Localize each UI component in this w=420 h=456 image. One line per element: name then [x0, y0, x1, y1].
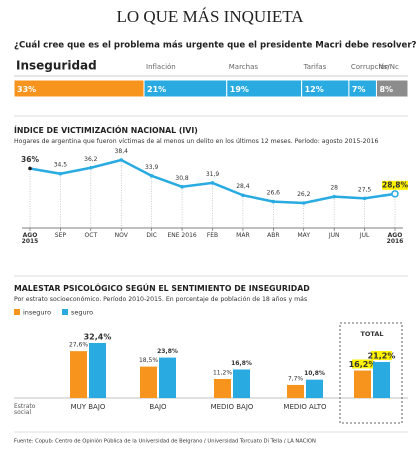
value-label: 28,8%: [382, 180, 409, 189]
point: [58, 171, 63, 176]
x-tick-label: MAR: [236, 232, 250, 239]
value-label: 7%: [352, 85, 366, 94]
x-tick-label: MEDIO ALTO: [283, 403, 327, 411]
point: [241, 193, 245, 198]
x-axis-label: Estrato social: [14, 403, 36, 417]
value-label: 31,9: [206, 171, 220, 178]
x-tick-label: OCT: [84, 232, 98, 239]
bar: [214, 378, 231, 398]
bar: [140, 366, 157, 398]
value-label: 36,2: [84, 156, 98, 163]
point: [89, 165, 93, 170]
highlight: [382, 180, 408, 190]
legend-swatch: [62, 309, 68, 315]
value-label: 23,8%: [157, 348, 178, 355]
highlight: [352, 359, 373, 369]
x-tick-label: TOTAL: [360, 330, 384, 338]
value-label: 33,9: [145, 164, 159, 171]
point: [119, 158, 124, 162]
x-tick-label: FEB: [206, 232, 219, 239]
x-tick-label: AGO 2015: [21, 232, 39, 246]
bar-segment: [375, 79, 409, 98]
value-label: 11,2%: [213, 369, 232, 376]
point: [362, 196, 367, 201]
value-label: 32,4%: [84, 333, 112, 342]
page-title: LO QUE MÁS INQUIETA: [116, 7, 304, 26]
value-label: 36%: [21, 155, 39, 164]
point: [210, 181, 215, 185]
point: [391, 190, 399, 198]
value-label: 27,6%: [69, 342, 88, 349]
bar: [373, 362, 390, 398]
value-label: 10,8%: [304, 370, 325, 377]
section-title: MALESTAR PSICOLÓGICO SEGÚN EL SENTIMIENT…: [14, 284, 310, 293]
point: [180, 184, 184, 189]
value-label: 27,5: [358, 186, 372, 193]
value-label: 16,8%: [231, 360, 252, 367]
bar: [306, 379, 323, 398]
value-label: 19%: [230, 85, 249, 94]
value-label: 26,6: [267, 190, 281, 197]
x-tick-label: MUY BAJO: [70, 403, 106, 411]
question: ¿Cuál cree que es el problema más urgent…: [14, 41, 417, 51]
x-tick-label: ENE 2016: [167, 232, 197, 239]
bar: [354, 370, 371, 398]
bar: [159, 357, 176, 398]
legend-label: seguro: [71, 309, 93, 317]
x-tick-label: AGO 2016: [386, 232, 404, 246]
bar: [287, 384, 304, 398]
section-title: ÍNDICE DE VICTIMIZACIÓN NACIONAL (IVI): [14, 126, 198, 135]
category-label: Marchas: [229, 63, 259, 71]
x-tick-label: DIC: [146, 232, 157, 239]
category-label: Corrupción: [351, 63, 389, 71]
category-label: Inflación: [146, 63, 176, 71]
category-label: Tarifas: [303, 63, 327, 71]
value-label: 30,8: [175, 175, 189, 182]
value-label: 12%: [305, 85, 324, 94]
value-label: 8%: [379, 85, 393, 94]
value-label: 26,2: [297, 191, 311, 198]
value-label: 16,2%: [349, 360, 377, 369]
x-tick-label: JUN: [328, 232, 340, 239]
point: [332, 194, 336, 199]
x-tick-label: SEP: [54, 232, 67, 239]
bar: [233, 369, 250, 398]
value-label: 18,5%: [139, 357, 158, 364]
section-subtitle: Por estrato socioeconómico. Período 2010…: [14, 295, 307, 303]
value-label: 34,5: [54, 162, 68, 169]
bar: [70, 351, 87, 398]
point: [28, 166, 32, 171]
bar: [89, 343, 106, 398]
section-subtitle: Hogares de argentina que fueron víctimas…: [14, 137, 378, 145]
category-label: Inseguridad: [16, 59, 97, 73]
point: [271, 199, 276, 204]
legend-swatch: [14, 309, 20, 315]
x-tick-label: MEDIO BAJO: [210, 403, 254, 411]
value-label: 28: [330, 185, 338, 192]
value-label: 28,4: [236, 183, 250, 190]
x-tick-label: NOV: [114, 232, 128, 239]
total-box: [339, 322, 403, 424]
point: [301, 201, 306, 205]
x-tick-label: MAY: [297, 232, 310, 239]
x-tick-label: JUL: [359, 232, 370, 239]
source: Fuente: Copub: Centro de Opinión Pública…: [14, 438, 316, 445]
value-label: 38,4: [115, 148, 129, 155]
legend-label: inseguro: [23, 309, 51, 317]
value-label: 7,7%: [288, 375, 304, 382]
x-tick-label: BAJO: [149, 403, 167, 411]
value-label: 21%: [147, 85, 166, 94]
category-label: Ns/Nc: [378, 63, 398, 71]
point: [149, 174, 154, 178]
x-tick-label: ABR: [267, 232, 280, 239]
highlight: [371, 351, 392, 361]
value-label: 21,2%: [368, 352, 396, 361]
value-label: 33%: [17, 85, 36, 94]
